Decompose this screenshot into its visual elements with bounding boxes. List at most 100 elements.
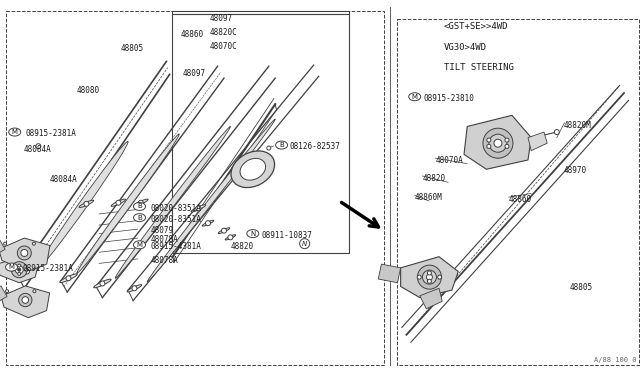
Polygon shape	[528, 132, 547, 151]
Polygon shape	[1, 286, 50, 318]
Text: 08020-8351A: 08020-8351A	[150, 204, 201, 213]
Polygon shape	[420, 288, 442, 309]
Text: 08915-23810: 08915-23810	[424, 94, 474, 103]
Circle shape	[267, 146, 271, 150]
Text: 48820C: 48820C	[210, 28, 237, 37]
Circle shape	[300, 239, 310, 248]
Text: 08126-82537: 08126-82537	[290, 142, 340, 151]
Text: 08915-2381A: 08915-2381A	[26, 129, 76, 138]
Text: 48805: 48805	[120, 44, 143, 53]
Circle shape	[18, 272, 20, 275]
Ellipse shape	[191, 205, 205, 212]
Text: 48097: 48097	[182, 69, 205, 78]
Ellipse shape	[147, 119, 275, 282]
Circle shape	[426, 274, 433, 280]
Circle shape	[36, 144, 41, 149]
Ellipse shape	[409, 93, 420, 101]
Ellipse shape	[60, 274, 77, 283]
Text: VG30>4WD: VG30>4WD	[444, 43, 486, 52]
Circle shape	[132, 286, 137, 291]
Circle shape	[205, 221, 211, 226]
Circle shape	[438, 275, 442, 279]
Circle shape	[17, 246, 31, 260]
Text: 48970: 48970	[563, 166, 586, 174]
Text: 48860: 48860	[509, 195, 532, 204]
Text: 48078A: 48078A	[150, 235, 178, 244]
Circle shape	[33, 290, 36, 293]
Text: M: M	[8, 264, 15, 270]
Ellipse shape	[240, 158, 266, 180]
Text: 48097: 48097	[210, 14, 233, 23]
Text: 48080: 48080	[77, 86, 100, 94]
Text: 48820: 48820	[230, 242, 253, 251]
Ellipse shape	[225, 235, 236, 240]
Circle shape	[24, 269, 29, 274]
Ellipse shape	[134, 214, 145, 222]
Circle shape	[84, 201, 89, 206]
Bar	[397, 19, 639, 365]
Text: N: N	[250, 231, 255, 237]
Circle shape	[221, 228, 227, 233]
Ellipse shape	[231, 151, 275, 187]
Text: M: M	[12, 129, 18, 135]
Circle shape	[4, 242, 6, 245]
Circle shape	[22, 297, 29, 303]
Circle shape	[554, 129, 559, 135]
Text: 48820: 48820	[422, 174, 445, 183]
Circle shape	[33, 242, 35, 245]
Text: 48079: 48079	[150, 226, 173, 235]
Polygon shape	[0, 257, 38, 283]
Circle shape	[18, 268, 20, 271]
Text: 48078A: 48078A	[150, 256, 178, 265]
Ellipse shape	[79, 200, 93, 208]
Bar	[6, 11, 384, 365]
Ellipse shape	[9, 128, 20, 136]
Text: B: B	[137, 215, 142, 221]
Ellipse shape	[127, 285, 141, 292]
Circle shape	[116, 200, 121, 205]
Ellipse shape	[134, 202, 145, 211]
Circle shape	[15, 266, 23, 274]
Text: 08915-2381A: 08915-2381A	[22, 264, 73, 273]
Text: 08915-4381A: 08915-4381A	[150, 242, 201, 251]
Text: 48820M: 48820M	[563, 121, 591, 130]
Ellipse shape	[77, 134, 179, 273]
Circle shape	[19, 294, 32, 307]
Circle shape	[138, 200, 143, 205]
Circle shape	[100, 281, 105, 286]
Text: M: M	[136, 242, 143, 248]
Circle shape	[11, 262, 28, 278]
Text: 48860: 48860	[180, 30, 204, 39]
Circle shape	[505, 144, 509, 148]
Ellipse shape	[134, 199, 148, 206]
Circle shape	[21, 250, 28, 256]
Text: TILT STEERING: TILT STEERING	[444, 63, 513, 72]
Text: 48070C: 48070C	[210, 42, 237, 51]
Ellipse shape	[276, 141, 287, 149]
Text: 48860M: 48860M	[415, 193, 442, 202]
Ellipse shape	[18, 267, 36, 276]
Circle shape	[422, 270, 436, 284]
Ellipse shape	[115, 126, 230, 278]
Circle shape	[494, 139, 502, 147]
Ellipse shape	[218, 228, 230, 234]
Circle shape	[25, 268, 28, 271]
Bar	[172, 11, 349, 253]
Text: A/88 100 0: A/88 100 0	[595, 357, 637, 363]
Text: 08911-10837: 08911-10837	[261, 231, 312, 240]
Text: B: B	[279, 142, 284, 148]
Text: M: M	[412, 94, 418, 100]
Polygon shape	[0, 238, 5, 257]
Text: 48084A: 48084A	[50, 175, 77, 184]
Circle shape	[487, 138, 491, 142]
Ellipse shape	[134, 241, 145, 249]
Circle shape	[196, 206, 201, 211]
Circle shape	[417, 265, 442, 289]
Ellipse shape	[6, 263, 17, 271]
Circle shape	[505, 138, 509, 142]
Circle shape	[228, 235, 233, 240]
Circle shape	[483, 128, 513, 158]
Text: 48084A: 48084A	[24, 145, 51, 154]
Circle shape	[428, 279, 431, 283]
Circle shape	[417, 275, 421, 279]
